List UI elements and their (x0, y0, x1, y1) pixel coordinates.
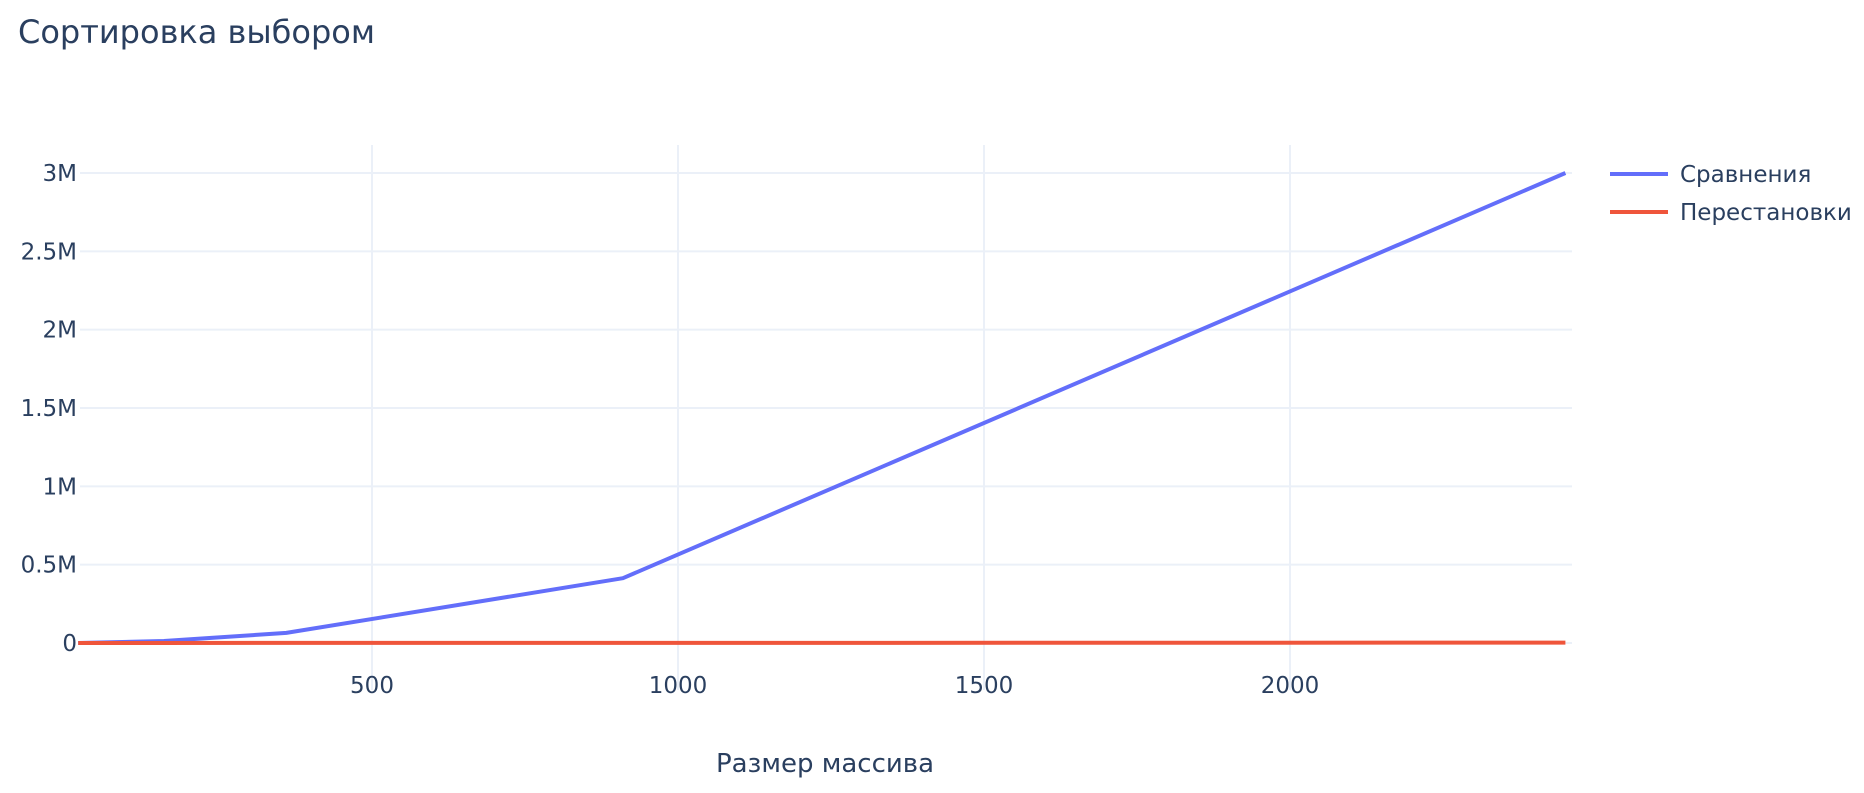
y-tick-labels: 0 0.5M 1M 1.5M 2M 2.5M 3M (21, 161, 77, 657)
y-tick-label: 1.5M (21, 396, 77, 422)
legend-label: Сравнения (1680, 162, 1811, 188)
y-tick-label: 1M (43, 474, 77, 500)
series-layer (78, 171, 1567, 645)
legend[interactable]: Сравнения Перестановки (1610, 162, 1852, 226)
y-tick-label: 0.5M (21, 553, 77, 579)
x-tick-labels: 500 1000 1500 2000 (350, 673, 1319, 699)
x-tick-label: 2000 (1261, 673, 1320, 699)
legend-item-swaps[interactable]: Перестановки (1610, 200, 1852, 226)
y-tick-label: 3M (43, 161, 77, 187)
x-axis-title: Размер массива (716, 749, 934, 779)
legend-label: Перестановки (1680, 200, 1852, 226)
legend-item-comparisons[interactable]: Сравнения (1610, 162, 1811, 188)
x-gridlines (371, 145, 1291, 690)
y-tick-label: 2.5M (21, 239, 77, 265)
x-tick-label: 500 (350, 673, 394, 699)
y-tick-label: 2M (43, 318, 77, 344)
y-gridlines (80, 172, 1572, 644)
y-tick-label: 0 (62, 631, 77, 657)
x-tick-label: 1500 (955, 673, 1014, 699)
chart-title: Сортировка выбором (18, 13, 375, 51)
x-tick-label: 1000 (649, 673, 708, 699)
